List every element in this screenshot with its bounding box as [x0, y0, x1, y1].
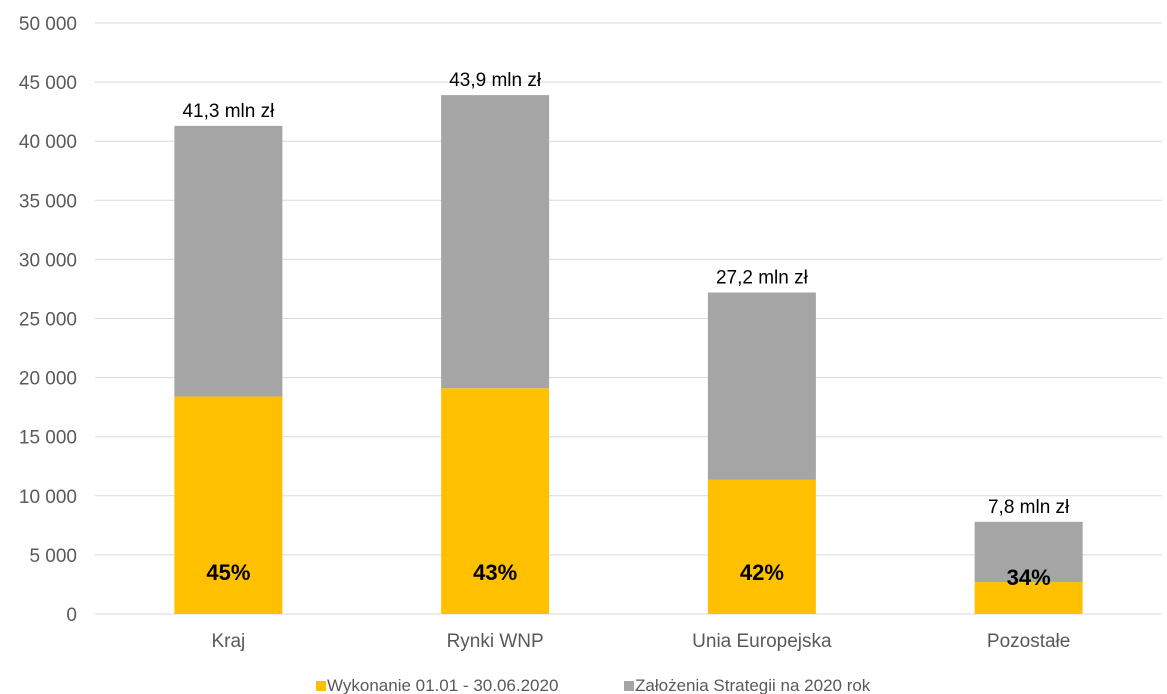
- total-value-label: 7,8 mln zł: [988, 497, 1070, 518]
- bar-segment-wykonanie: [974, 582, 1083, 614]
- y-tick-label: 40 000: [19, 132, 77, 153]
- total-value-label: 43,9 mln zł: [449, 70, 542, 91]
- legend-label: Założenia Strategii na 2020 rok: [635, 676, 871, 694]
- y-tick-label: 35 000: [19, 191, 77, 212]
- bar-segment-zalozenia: [441, 95, 550, 389]
- y-axis-ticks: 0 5 000 10 000 15 000 20 000 25 000 30 000 35 0…: [19, 14, 77, 626]
- percent-label: 45%: [206, 560, 250, 585]
- percent-label: 34%: [1007, 565, 1051, 590]
- y-tick-label: 30 000: [19, 250, 77, 271]
- y-tick-label: 5 000: [29, 546, 77, 567]
- y-tick-label: 0: [66, 605, 77, 626]
- legend-swatch: [624, 681, 634, 691]
- category-label: Pozostałe: [987, 631, 1070, 652]
- legend-label: Wykonanie 01.01 - 30.06.2020: [327, 676, 558, 694]
- percent-label: 42%: [740, 560, 784, 585]
- y-tick-label: 15 000: [19, 428, 77, 449]
- category-label: Unia Europejska: [692, 631, 832, 652]
- y-tick-label: 50 000: [19, 14, 77, 35]
- x-axis-labels: Kraj Rynki WNP Unia Europejska Pozostałe: [211, 631, 1070, 652]
- y-tick-label: 20 000: [19, 369, 77, 390]
- bar-segment-zalozenia: [707, 292, 816, 480]
- bar-segment-wykonanie: [174, 396, 283, 614]
- category-label: Rynki WNP: [447, 631, 544, 652]
- data-labels: 41,3 mln zł 45% 43,9 mln zł 43% 27,2 mln zł 4…: [182, 70, 1070, 590]
- bar-segment-zalozenia: [974, 521, 1083, 583]
- bar-segment-wykonanie: [707, 479, 816, 614]
- y-tick-label: 45 000: [19, 73, 77, 94]
- bar-segment-wykonanie: [441, 388, 550, 614]
- total-value-label: 27,2 mln zł: [716, 267, 809, 288]
- legend: Wykonanie 01.01 - 30.06.2020 Założenia St…: [316, 676, 871, 694]
- y-tick-label: 25 000: [19, 310, 77, 331]
- legend-swatch: [316, 681, 326, 691]
- bar-segment-zalozenia: [174, 125, 283, 397]
- y-tick-label: 10 000: [19, 487, 77, 508]
- category-label: Kraj: [211, 631, 245, 652]
- total-value-label: 41,3 mln zł: [182, 101, 275, 122]
- bars: [174, 95, 1083, 614]
- percent-label: 43%: [473, 560, 517, 585]
